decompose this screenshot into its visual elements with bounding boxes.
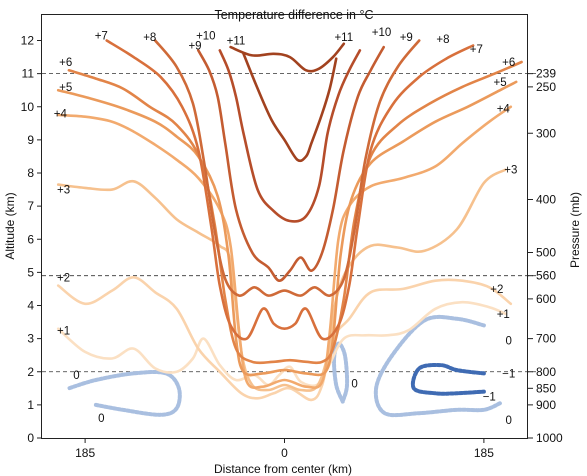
- y2-axis-label: Pressure (mb): [568, 192, 582, 268]
- y-tick-label: 5: [27, 265, 34, 279]
- contour-line: [56, 300, 507, 388]
- pressure-tick-label: 1000: [536, 431, 563, 445]
- contour-label: +4: [54, 108, 68, 120]
- y-tick-label: 8: [27, 166, 34, 180]
- contour-line: [373, 314, 503, 418]
- contour-label: +6: [502, 57, 515, 69]
- y-tick-label: 0: [27, 431, 34, 445]
- contour-labels: +7 +8+9+10 +11 +11 +10 +9 +8+7+6+5+4+3+2+100+6…: [54, 27, 518, 427]
- contour-label: +5: [59, 82, 72, 94]
- pressure-tick-label: 800: [536, 365, 556, 379]
- x-axis-label: Distance from center (km): [214, 462, 352, 476]
- chart-title: Temperature difference in °C: [214, 8, 373, 22]
- x-tick-label: 185: [75, 446, 95, 460]
- contour-label: 0: [73, 370, 79, 382]
- pressure-tick-label: 300: [536, 126, 556, 140]
- contour-line: [105, 39, 475, 341]
- contour-label: +10: [372, 27, 392, 39]
- contour-line: [242, 52, 338, 163]
- contour-label: +2: [57, 272, 70, 284]
- y-tick-label: 3: [27, 332, 34, 346]
- contour-line: [218, 49, 362, 223]
- y-tick-label: 1: [27, 398, 34, 412]
- contour-label: +1: [57, 325, 70, 337]
- pressure-tick-label: 239: [536, 67, 556, 81]
- contour-line: [153, 39, 421, 297]
- pressure-tick-label: 400: [536, 193, 556, 207]
- x-tick-label: 0: [281, 446, 288, 460]
- contour-line: [197, 45, 385, 282]
- contour-line: [56, 275, 513, 402]
- contour-label: +5: [493, 77, 506, 89]
- contour-line: [66, 370, 182, 417]
- y-tick-label: 6: [27, 232, 34, 246]
- contour-label: +9: [400, 32, 413, 44]
- contour-label: 0: [505, 335, 511, 347]
- pressure-tick-label: 600: [536, 292, 556, 306]
- contour-label: +6: [59, 57, 72, 69]
- pressure-tick-label: 700: [536, 332, 556, 346]
- contour-label: −1: [483, 392, 496, 404]
- contour-line: [332, 341, 350, 404]
- contour-line: [67, 60, 523, 365]
- contour-label: +8: [143, 32, 156, 44]
- contour-line: [56, 80, 518, 377]
- contour-line: [56, 168, 507, 392]
- contour-label: +11: [227, 36, 246, 48]
- contour-label: +4: [497, 103, 511, 115]
- pressure-tick-label: 900: [536, 398, 556, 412]
- pressure-tick-label: 500: [536, 246, 556, 260]
- contour-line: [56, 105, 513, 389]
- contour-label: 0: [505, 415, 511, 427]
- contour-label: +3: [504, 165, 517, 177]
- contour-label: +8: [436, 34, 449, 46]
- contour-lines: [56, 39, 523, 418]
- y-tick-label: 10: [21, 100, 35, 114]
- contour-label: +7: [470, 44, 483, 56]
- contour-label: +3: [57, 185, 70, 197]
- y-tick-label: 2: [27, 365, 34, 379]
- y-tick-label: 4: [27, 299, 34, 313]
- contour-label: +11: [334, 32, 353, 44]
- contour-label: 0: [98, 413, 104, 425]
- contour-label: +10: [196, 31, 216, 43]
- contour-label: +9: [188, 40, 201, 52]
- contour-label: −1: [502, 368, 515, 380]
- contour-label: +7: [95, 31, 108, 43]
- pressure-tick-label: 250: [536, 80, 556, 94]
- pressure-tick-label: 850: [536, 381, 556, 395]
- contour-label: 0: [351, 378, 357, 390]
- y-tick-label: 11: [22, 67, 35, 81]
- y-tick-label: 7: [27, 199, 34, 213]
- pressure-tick-label: 560: [536, 269, 556, 283]
- contour-line: [410, 362, 486, 396]
- y-tick-label: 12: [21, 34, 35, 48]
- y-axis-label: Altitude (km): [3, 192, 17, 259]
- contour-line: [229, 42, 346, 73]
- y-tick-label: 9: [27, 133, 34, 147]
- contour-label: +1: [497, 309, 510, 321]
- contour-label: +2: [490, 284, 503, 296]
- x-tick-label: 185: [474, 446, 494, 460]
